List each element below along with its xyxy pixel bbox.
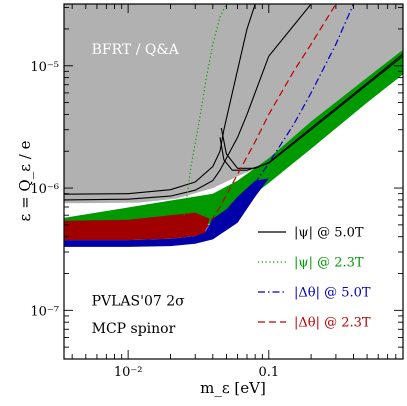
series-line-5-0t-1 [237, 4, 355, 208]
region-bfrt-q-a [64, 4, 403, 204]
series-line-2-3t-1 [204, 4, 337, 231]
annotations-layer: BFRT / Q&A PVLAS'07 2σ MCP spinor [92, 42, 186, 337]
annotation-bfrt-q-a: BFRT / Q&A [92, 42, 180, 58]
region-5-0t [64, 178, 269, 247]
labels-layer: 10⁻² 0.1 10⁻⁷ 10⁻⁶ 10⁻⁵ [30, 60, 279, 380]
y-tick-label: 10⁻⁶ [30, 182, 59, 197]
region-2-3t [64, 212, 210, 241]
y-tick-label: 10⁻⁵ [30, 60, 59, 75]
x-tick-label: 10⁻² [114, 365, 143, 380]
regions-layer [64, 4, 403, 247]
y-axis-label: ε = Q_ε / e [16, 140, 34, 221]
x-axis-label: m_ε [eV] [200, 379, 266, 397]
lines-layer [64, 4, 403, 231]
legend-label-5-0t: |ψ| @ 5.0T [294, 226, 364, 241]
x-tick-label: 0.1 [258, 365, 279, 380]
series-line-5-0t-4 [220, 53, 403, 169]
legend-label-2-3t: |ψ| @ 2.3T [294, 256, 364, 271]
annotation-mcp-spinor: MCP spinor [92, 321, 176, 337]
legend-label-5-0t: |Δθ| @ 5.0T [294, 286, 371, 301]
region-2-3t [64, 49, 403, 232]
plot-frame [63, 3, 404, 360]
legend-label-2-3t: |Δθ| @ 2.3T [294, 316, 371, 331]
annotation-pvlas-07-2: PVLAS'07 2σ [92, 293, 186, 309]
series-line-5-0t-2 [64, 4, 256, 195]
y-tick-label: 10⁻⁷ [30, 304, 59, 319]
series-line-5-0t-1 [64, 4, 403, 201]
legend: |ψ| @ 5.0T |ψ| @ 2.3T |Δθ| @ 5.0T |Δθ| @ 2.… [258, 226, 371, 331]
